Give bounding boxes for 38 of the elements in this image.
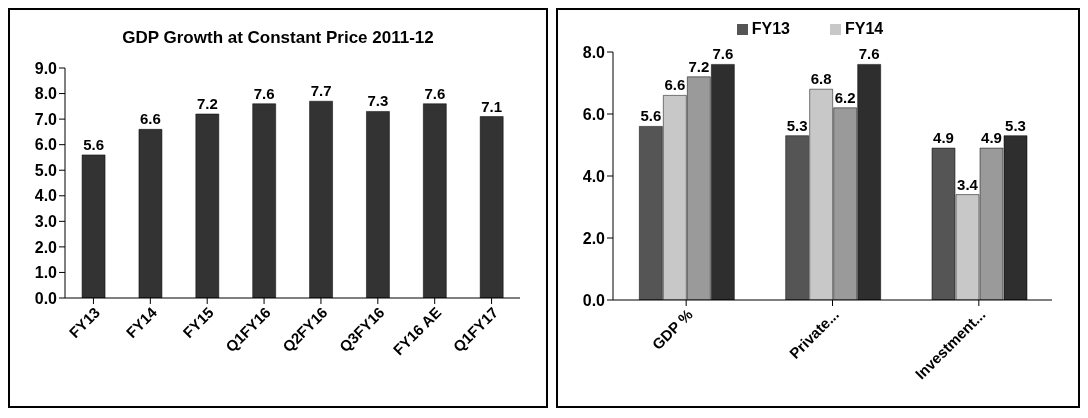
y-tick-label: 1.0 (34, 264, 58, 282)
data-label: 7.7 (310, 82, 332, 100)
data-label: 7.2 (196, 95, 218, 112)
data-label: 7.6 (253, 84, 275, 102)
data-label: 4.9 (933, 129, 954, 147)
data-label: 6.8 (810, 70, 832, 88)
legend-label: FY14 (844, 20, 884, 38)
data-label: 6.6 (140, 110, 161, 128)
data-label: 6.2 (834, 88, 856, 106)
y-tick-label: 0.0 (34, 289, 58, 307)
y-tick-label: 9.0 (34, 59, 58, 77)
data-label: 3.4 (957, 175, 979, 193)
data-label: 5.3 (1005, 116, 1026, 134)
data-label: 5.6 (640, 107, 662, 125)
y-tick-label: 0.0 (582, 291, 606, 309)
data-label: 7.3 (367, 92, 389, 110)
legend-label: FY13 (750, 20, 790, 38)
y-tick-label: 4.0 (582, 167, 606, 185)
y-tick-label: 2.0 (582, 229, 606, 247)
data-label: 7.6 (858, 45, 880, 63)
y-tick-label: 4.0 (34, 187, 58, 205)
data-label: 5.6 (83, 135, 104, 153)
y-tick-label: 8.0 (34, 85, 58, 103)
data-label: 7.1 (481, 97, 503, 115)
y-tick-label: 5.0 (34, 161, 58, 179)
data-label: 7.6 (424, 84, 446, 102)
chart-title: GDP Growth at Constant Price 2011-12 (121, 28, 435, 48)
data-label: 4.9 (981, 129, 1002, 147)
y-tick-label: 6.0 (34, 136, 58, 154)
data-label: 7.6 (712, 45, 734, 63)
y-tick-label: 7.0 (34, 110, 58, 128)
data-label: 5.3 (786, 116, 808, 134)
data-label: 6.6 (664, 76, 686, 94)
data-label: 7.2 (688, 57, 710, 75)
y-tick-label: 3.0 (34, 213, 58, 231)
y-tick-label: 2.0 (34, 238, 58, 256)
y-tick-label: 8.0 (582, 43, 606, 61)
y-tick-label: 6.0 (582, 105, 606, 123)
